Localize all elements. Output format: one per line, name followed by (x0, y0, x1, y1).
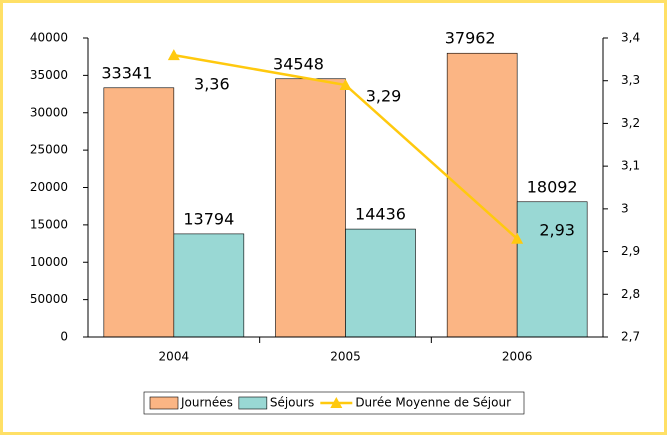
x-tick-label: 2006 (502, 350, 533, 364)
legend-swatch (238, 396, 268, 410)
bar (345, 228, 416, 338)
bar-value-label: 34548 (273, 54, 324, 73)
legend-label: Séjours (270, 396, 314, 410)
y-tick-label: 40000 (30, 31, 68, 45)
line-marker (511, 232, 524, 244)
bar (275, 78, 346, 338)
legend-label: Journées (180, 396, 233, 410)
y2-tick-label: 3,4 (621, 31, 640, 45)
bar (446, 52, 518, 338)
y2-tick-label: 3 (621, 201, 629, 215)
line-value-label: 2,93 (539, 220, 575, 239)
bar (103, 87, 175, 338)
y-tick-label: 35000 (30, 68, 68, 82)
y2-tick-label: 2,9 (621, 244, 640, 258)
legend-label: Durée Moyenne de Séjour (355, 396, 511, 410)
legend-marker (330, 397, 343, 408)
y2-tick-label: 2,7 (621, 330, 640, 344)
bar-value-label: 14436 (355, 205, 406, 224)
bar (516, 201, 588, 338)
y2-tick-label: 2,8 (621, 287, 640, 301)
bar (173, 233, 245, 338)
x-tick-label: 2005 (330, 350, 361, 364)
bar-value-label: 33341 (101, 63, 152, 82)
y2-tick-label: 3,2 (621, 116, 640, 130)
line-value-label: 3,29 (366, 86, 402, 105)
line-marker (339, 78, 352, 90)
y-tick-label: 30000 (30, 105, 68, 119)
y-tick-label: 25000 (30, 143, 68, 157)
bar-value-label: 13794 (183, 209, 234, 228)
y2-tick-label: 3,1 (621, 159, 640, 173)
bar-value-label: 37962 (445, 29, 496, 48)
x-tick-label: 2004 (159, 350, 190, 364)
legend-swatch (149, 396, 179, 410)
y-tick-label: 10000 (30, 255, 68, 269)
line-marker (167, 49, 180, 61)
y-tick-label: 15000 (30, 217, 68, 231)
line-value-label: 3,36 (194, 75, 230, 94)
y-tick-label: 0 (60, 330, 68, 344)
y-tick-label: 20000 (30, 180, 68, 194)
y2-tick-label: 3,3 (621, 73, 640, 87)
legend-frame (143, 391, 525, 415)
y-tick-label: 50000 (30, 292, 68, 306)
bar-value-label: 18092 (527, 177, 578, 196)
